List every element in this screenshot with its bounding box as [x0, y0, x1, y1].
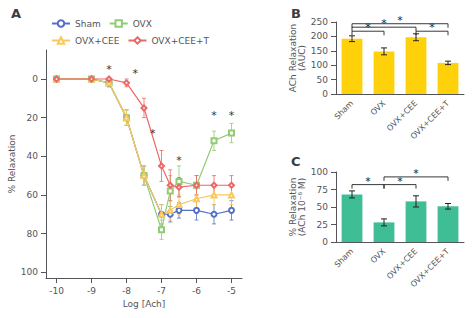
svg-text:100: 100 [21, 267, 38, 277]
svg-text:(AUC): (AUC) [297, 45, 307, 71]
svg-text:200: 200 [311, 31, 328, 41]
svg-text:*: * [429, 21, 435, 34]
svg-text:0: 0 [32, 74, 38, 84]
svg-text:*: * [150, 127, 156, 140]
svg-text:150: 150 [311, 46, 328, 56]
svg-text:-5: -5 [227, 286, 236, 296]
svg-text:OVX+CEE+T: OVX+CEE+T [409, 99, 452, 142]
svg-text:OVX: OVX [133, 19, 152, 29]
svg-text:100: 100 [311, 167, 328, 177]
svg-text:Sham: Sham [75, 19, 101, 29]
svg-text:-9: -9 [87, 286, 96, 296]
svg-text:ACh Relaxation: ACh Relaxation [288, 23, 299, 93]
svg-text:*: * [229, 109, 235, 122]
svg-text:-7: -7 [157, 286, 166, 296]
svg-text:C: C [291, 154, 301, 169]
svg-text:100: 100 [311, 60, 328, 70]
svg-text:*: * [365, 175, 371, 188]
svg-text:0: 0 [322, 237, 328, 247]
svg-text:Sham: Sham [333, 99, 356, 122]
svg-text:-6: -6 [192, 286, 201, 296]
svg-text:*: * [176, 154, 182, 167]
svg-text:OVX+CEE: OVX+CEE [385, 99, 419, 133]
svg-text:40: 40 [27, 151, 39, 161]
svg-text:*: * [365, 21, 371, 34]
svg-text:A: A [11, 6, 21, 21]
svg-text:250: 250 [311, 17, 328, 27]
svg-text:OVX+CEE: OVX+CEE [385, 247, 419, 281]
svg-text:*: * [413, 167, 419, 180]
svg-text:Sham: Sham [333, 247, 356, 270]
svg-text:80: 80 [27, 229, 39, 239]
svg-text:% Relaxation: % Relaxation [288, 177, 299, 237]
svg-text:*: * [211, 109, 217, 122]
svg-text:-10: -10 [49, 286, 64, 296]
svg-text:OVX+CEE: OVX+CEE [75, 36, 120, 46]
svg-text:25: 25 [317, 220, 328, 230]
svg-text:*: * [106, 63, 112, 76]
svg-text:B: B [291, 6, 301, 21]
svg-text:-8: -8 [122, 286, 131, 296]
svg-text:OVX+CEE+T: OVX+CEE+T [151, 36, 209, 46]
svg-text:OVX+CEE+T: OVX+CEE+T [409, 247, 452, 290]
svg-text:(ACh 10⁻⁶ M): (ACh 10⁻⁶ M) [297, 178, 307, 236]
svg-text:0: 0 [322, 89, 328, 99]
svg-text:50: 50 [317, 202, 329, 212]
svg-text:20: 20 [27, 113, 39, 123]
svg-text:*: * [397, 14, 403, 27]
svg-text:60: 60 [27, 190, 39, 200]
svg-text:75: 75 [317, 185, 328, 195]
svg-text:*: * [133, 67, 139, 80]
svg-text:% Relaxation: % Relaxation [7, 135, 17, 194]
svg-text:OVX: OVX [369, 246, 388, 265]
svg-text:50: 50 [317, 75, 329, 85]
svg-text:Log [Ach]: Log [Ach] [123, 299, 166, 309]
svg-text:OVX: OVX [369, 98, 388, 117]
